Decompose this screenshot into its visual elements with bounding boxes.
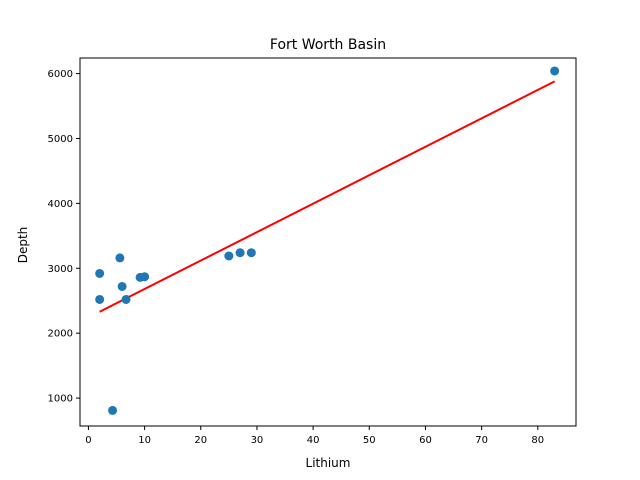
data-point bbox=[117, 281, 127, 291]
data-point bbox=[224, 251, 234, 261]
chart-title: Fort Worth Basin bbox=[270, 37, 386, 53]
y-tick-label: 3000 bbox=[48, 264, 73, 275]
data-point bbox=[235, 248, 245, 258]
x-tick-label: 10 bbox=[138, 435, 151, 446]
data-points bbox=[95, 66, 560, 415]
y-axis-label: Depth bbox=[16, 227, 30, 264]
x-tick-label: 0 bbox=[85, 435, 91, 446]
x-tick-label: 50 bbox=[363, 435, 376, 446]
x-axis-label: Lithium bbox=[306, 456, 351, 470]
data-point bbox=[121, 294, 131, 304]
data-point bbox=[550, 66, 560, 76]
data-point bbox=[115, 253, 125, 263]
x-tick-label: 70 bbox=[475, 435, 488, 446]
y-tick-label: 4000 bbox=[48, 199, 73, 210]
data-point bbox=[246, 248, 256, 258]
data-point bbox=[140, 272, 150, 282]
data-point bbox=[95, 268, 105, 278]
y-tick-label: 5000 bbox=[48, 134, 73, 145]
x-tick-label: 30 bbox=[251, 435, 264, 446]
plot-area-frame bbox=[79, 57, 577, 427]
y-tick-label: 2000 bbox=[48, 329, 73, 340]
x-tick-label: 80 bbox=[531, 435, 544, 446]
y-tick-label: 6000 bbox=[48, 69, 73, 80]
y-tick-label: 1000 bbox=[48, 394, 73, 405]
data-point bbox=[108, 405, 118, 415]
x-axis-ticks: 0 10 20 30 40 50 60 70 80 bbox=[85, 426, 544, 446]
y-axis-ticks: 1000 2000 3000 4000 5000 6000 bbox=[48, 69, 80, 405]
regression-line bbox=[99, 80, 556, 313]
data-point bbox=[95, 294, 105, 304]
x-tick-label: 60 bbox=[419, 435, 432, 446]
x-tick-label: 20 bbox=[194, 435, 207, 446]
x-tick-label: 40 bbox=[307, 435, 320, 446]
